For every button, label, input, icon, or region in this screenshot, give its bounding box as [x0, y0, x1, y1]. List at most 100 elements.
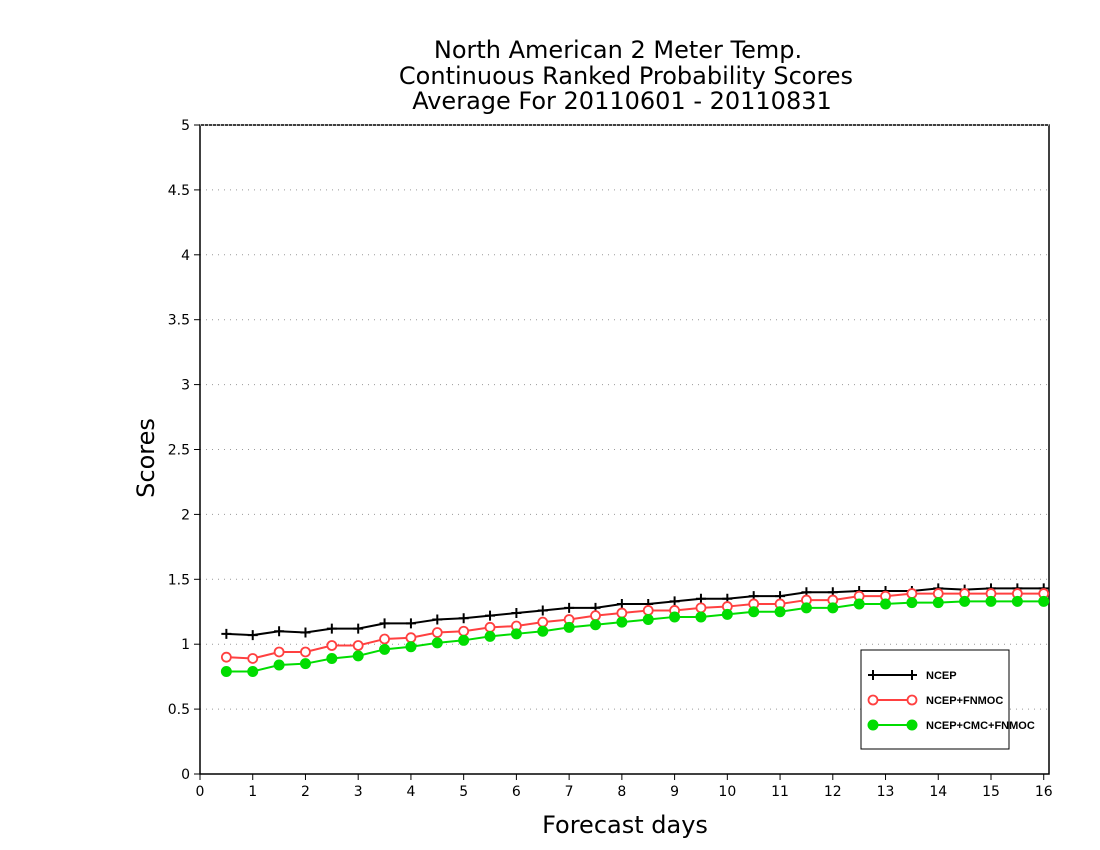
x-tick-label: 10 [718, 784, 736, 800]
data-point [326, 623, 337, 634]
legend-entry-ncep: NCEP [868, 670, 957, 682]
data-point [405, 641, 417, 653]
x-tick-label: 1 [248, 784, 257, 800]
chart-title: North American 2 Meter Temp. Continuous … [399, 36, 853, 115]
data-point [484, 630, 496, 642]
data-point [510, 628, 522, 640]
data-point [458, 613, 469, 624]
data-point [563, 621, 575, 633]
data-point [695, 611, 707, 623]
x-tick-label: 2 [301, 784, 310, 800]
data-point [616, 607, 628, 619]
data-point [379, 643, 391, 655]
y-tick-label: 0 [181, 767, 190, 783]
data-point [431, 637, 443, 649]
x-tick-label: 12 [824, 784, 842, 800]
data-point [932, 597, 944, 609]
x-tick-label: 13 [877, 784, 895, 800]
data-point [432, 614, 443, 625]
legend-label: NCEP+CMC+FNMOC [926, 720, 1035, 732]
data-point [1038, 595, 1050, 607]
data-point [642, 605, 654, 616]
legend-label: NCEP [926, 670, 957, 682]
chart-title-line-2: Continuous Ranked Probability Scores [399, 62, 853, 90]
y-tick-label: 2 [181, 507, 190, 523]
data-point [590, 610, 601, 622]
data-point [906, 588, 918, 599]
data-point [748, 606, 760, 618]
data-point [247, 630, 258, 641]
data-point [959, 595, 971, 607]
x-tick-label: 14 [929, 784, 947, 800]
y-tick-label: 1.5 [168, 572, 190, 588]
x-tick-label: 7 [565, 784, 574, 800]
data-point [326, 640, 338, 651]
y-tick-label: 4 [181, 248, 190, 264]
data-point [299, 658, 311, 670]
data-point [300, 627, 311, 638]
data-point [1011, 595, 1023, 607]
y-tick-label: 1 [181, 637, 190, 653]
x-tick-label: 3 [354, 784, 363, 800]
data-point [405, 632, 417, 644]
legend-entry-ncep-cmc-fnmoc: NCEP+CMC+FNMOC [867, 719, 1035, 732]
legend-marker [906, 694, 918, 706]
data-point [721, 608, 733, 620]
legend-label: NCEP+FNMOC [926, 695, 1003, 707]
legend-marker [867, 694, 879, 706]
data-point [616, 598, 627, 609]
data-point [616, 616, 628, 628]
grid-lines [200, 189, 1049, 710]
x-tick-label: 0 [196, 784, 205, 800]
y-tick-label: 3.5 [168, 313, 190, 329]
y-tick-label: 5 [181, 118, 190, 134]
data-point [458, 634, 470, 646]
x-tick-label: 9 [670, 784, 679, 800]
chart-title-line-3: Average For 20110601 - 20110831 [412, 87, 832, 115]
legend: NCEP NCEP+FNMOC NCEP+CMC+FNMOC [860, 649, 1035, 750]
data-point [273, 646, 285, 658]
series-ncep-cmc-fnmoc [220, 595, 1050, 677]
data-series [220, 583, 1050, 677]
x-tick-label: 8 [617, 784, 626, 800]
data-point [695, 593, 706, 604]
data-point [880, 598, 892, 610]
data-point [379, 618, 390, 629]
legend-entry-ncep-fnmoc: NCEP+FNMOC [867, 694, 1003, 707]
legend-marker [867, 719, 879, 731]
data-point [537, 625, 549, 637]
data-point [220, 651, 232, 663]
y-axis-ticks: 0 0.5 1 1.5 2 2.5 3 3.5 4 4.5 5 [168, 118, 200, 783]
data-point [273, 659, 285, 671]
data-point [352, 640, 364, 651]
data-point [458, 625, 470, 637]
data-point [485, 610, 496, 621]
data-point [484, 621, 496, 633]
data-point [537, 605, 548, 616]
data-point [221, 628, 232, 639]
y-axis-label: Scores [132, 418, 160, 498]
data-point [247, 653, 259, 664]
data-point [431, 627, 443, 638]
y-tick-label: 0.5 [168, 702, 190, 718]
x-tick-label: 15 [982, 784, 1000, 800]
data-point [220, 665, 232, 677]
data-point [853, 598, 865, 610]
legend-marker [906, 719, 918, 731]
y-tick-label: 4.5 [168, 183, 190, 199]
data-point [800, 602, 812, 614]
x-tick-label: 11 [771, 784, 789, 800]
x-tick-label: 4 [406, 784, 415, 800]
data-point [300, 646, 311, 658]
data-point [589, 619, 601, 631]
x-tick-label: 6 [512, 784, 521, 800]
data-point [405, 618, 416, 629]
data-point [932, 588, 944, 599]
x-tick-label: 5 [459, 784, 468, 800]
data-point [352, 650, 364, 662]
data-point [774, 606, 786, 618]
legend-marker [907, 670, 917, 680]
data-point [326, 652, 338, 664]
data-point [695, 602, 707, 614]
data-point [669, 596, 680, 607]
